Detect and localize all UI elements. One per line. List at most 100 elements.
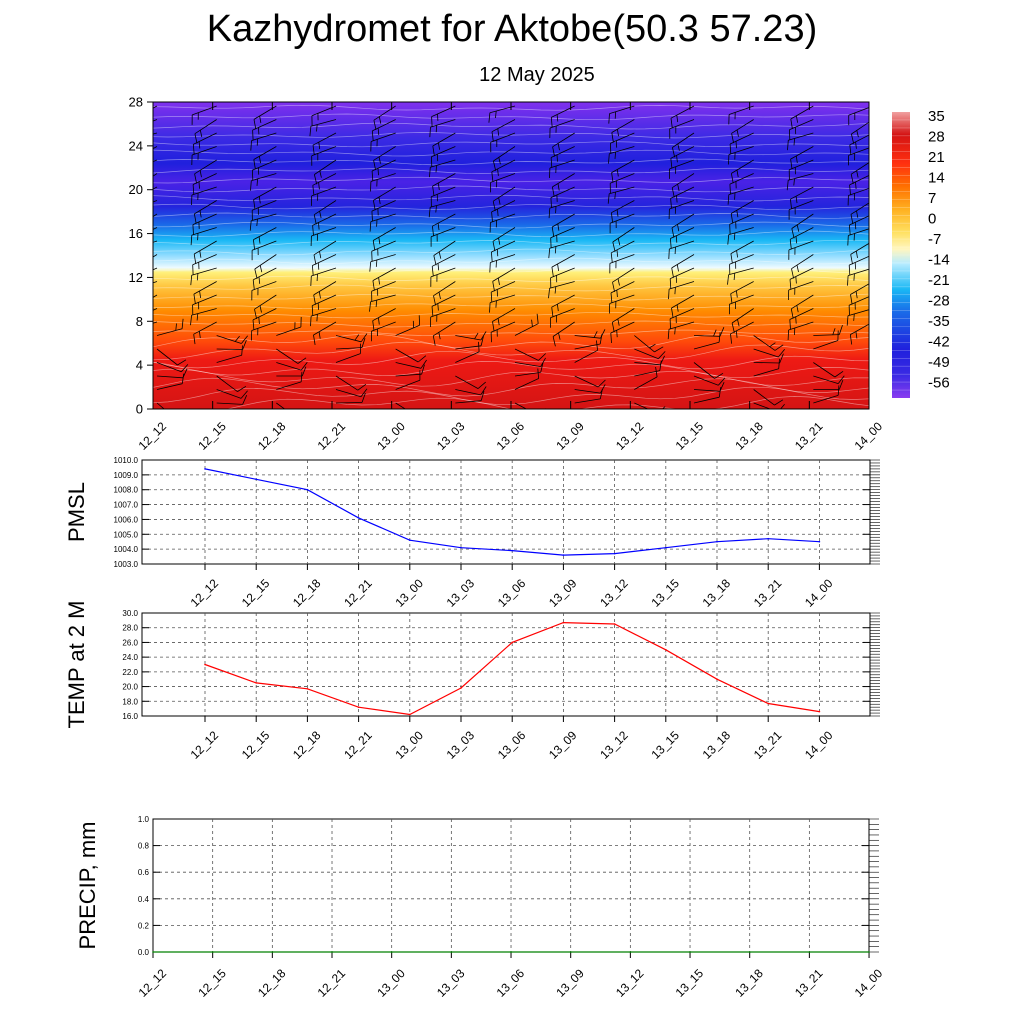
wind-barb (551, 213, 575, 237)
wind-barb (667, 321, 695, 340)
data-point (271, 951, 274, 953)
wind-barb (254, 294, 277, 319)
wind-barb (455, 336, 484, 350)
y-tick-label: 0.4 (138, 895, 150, 904)
data-point (716, 540, 718, 543)
wind-barb (335, 375, 367, 391)
wind-barb (514, 348, 546, 361)
data-point (767, 702, 769, 705)
wind-barb (813, 385, 840, 404)
wind-barb (634, 366, 658, 390)
x-tick-label: 13_03 (444, 576, 478, 610)
data-point (450, 951, 453, 953)
data-point (306, 688, 309, 690)
colorbar-label: -42 (928, 334, 950, 351)
wind-barb (216, 335, 249, 344)
y-axis-title: PRECIP, mm (75, 822, 100, 950)
x-tick-label: 13_09 (553, 419, 587, 453)
wind-barb (335, 388, 368, 398)
wind-barb (310, 267, 337, 287)
wind-barb (574, 340, 598, 363)
data-point (255, 478, 257, 481)
colorbar-label: 14 (928, 170, 945, 187)
wind-barb (668, 240, 695, 260)
wind-barb (550, 267, 575, 288)
y-tick-label: 1009.0 (114, 471, 139, 480)
wind-barb (251, 281, 277, 301)
x-tick-label: 14_00 (802, 576, 836, 610)
wind-barb (753, 402, 785, 409)
wind-barb (634, 348, 666, 360)
isotherm-lines (153, 104, 869, 409)
data-point (204, 468, 206, 470)
wind-barb (254, 254, 277, 279)
x-tick-label: 12_21 (315, 419, 349, 453)
colorbar-levels (892, 119, 910, 391)
y-tick-label: 24 (129, 138, 143, 153)
data-point (211, 951, 214, 953)
wind-barb (370, 173, 396, 192)
wind-barb (729, 132, 754, 155)
wind-barb (216, 375, 247, 392)
data-point (689, 951, 691, 953)
wind-barb (813, 379, 844, 390)
x-tick-label: 13_18 (700, 576, 734, 610)
y-tick-label: 1.0 (138, 815, 150, 824)
wind-barb (671, 294, 695, 318)
x-tick-label: 13_15 (648, 728, 682, 762)
wind-barb (790, 186, 814, 210)
data-point (868, 951, 870, 953)
wind-barb (492, 308, 516, 332)
colorbar-label: 35 (928, 108, 945, 125)
wind-barb (672, 132, 695, 158)
wind-barb (609, 254, 635, 274)
wind-barb (730, 281, 754, 304)
wind-barb (490, 281, 516, 303)
wind-barb (455, 341, 480, 363)
x-tick-label: 12_18 (255, 966, 289, 1000)
isotherm-line (153, 122, 869, 130)
x-tick-label: 12_12 (136, 966, 170, 1000)
wind-barb (489, 254, 516, 273)
heatmap-y-axis: 0 4 8 12 16 20 24 28 (129, 95, 153, 417)
wind-barb (371, 200, 396, 222)
wind-barb (313, 321, 337, 345)
wind-barb (669, 119, 695, 139)
wind-barb (612, 227, 635, 252)
wind-barb (609, 213, 635, 234)
wind-barb (310, 308, 337, 327)
wind-barb (788, 240, 814, 260)
wind-barb (311, 294, 337, 316)
wind-barb (433, 281, 456, 306)
x-tick-label: 13_12 (613, 419, 647, 453)
colorbar-label: 7 (928, 190, 936, 207)
x-tick-label: 13_15 (648, 576, 682, 610)
x-tick-label: 13_00 (374, 419, 408, 453)
wind-barb (369, 254, 396, 272)
wind-barb (671, 173, 695, 198)
data-point (204, 663, 206, 666)
wind-barb (514, 362, 544, 377)
wind-barb (729, 254, 754, 275)
chart-subtitle: 12 May 2025 (479, 64, 595, 86)
wind-barb (514, 368, 539, 390)
wind-barb (455, 390, 485, 404)
data-point (511, 641, 513, 644)
data-point (716, 678, 718, 680)
isotherm-line (153, 303, 869, 309)
colorbar-label: 0 (928, 211, 936, 228)
colorbar: 35 28 21 14 7 0 -7 -14 -21 -28 -35 -42 -49 -56 (892, 108, 950, 398)
wind-barb (668, 200, 695, 220)
wind-barb (194, 200, 217, 224)
colorbar-label: -49 (928, 354, 950, 371)
y-tick-label: 16.0 (122, 712, 138, 721)
wind-barb (191, 186, 217, 206)
x-tick-label: 14_00 (852, 419, 886, 453)
wind-barb (431, 146, 456, 167)
wind-barb (548, 240, 575, 259)
isotherm-line (153, 167, 869, 174)
wind-barb (253, 186, 277, 210)
wind-barb (489, 213, 516, 233)
heatmap-panel: 0 4 8 12 16 20 24 28 12_12 12_15 12_18 12_21 13_00 1… (129, 95, 886, 453)
wind-barb (490, 321, 516, 343)
